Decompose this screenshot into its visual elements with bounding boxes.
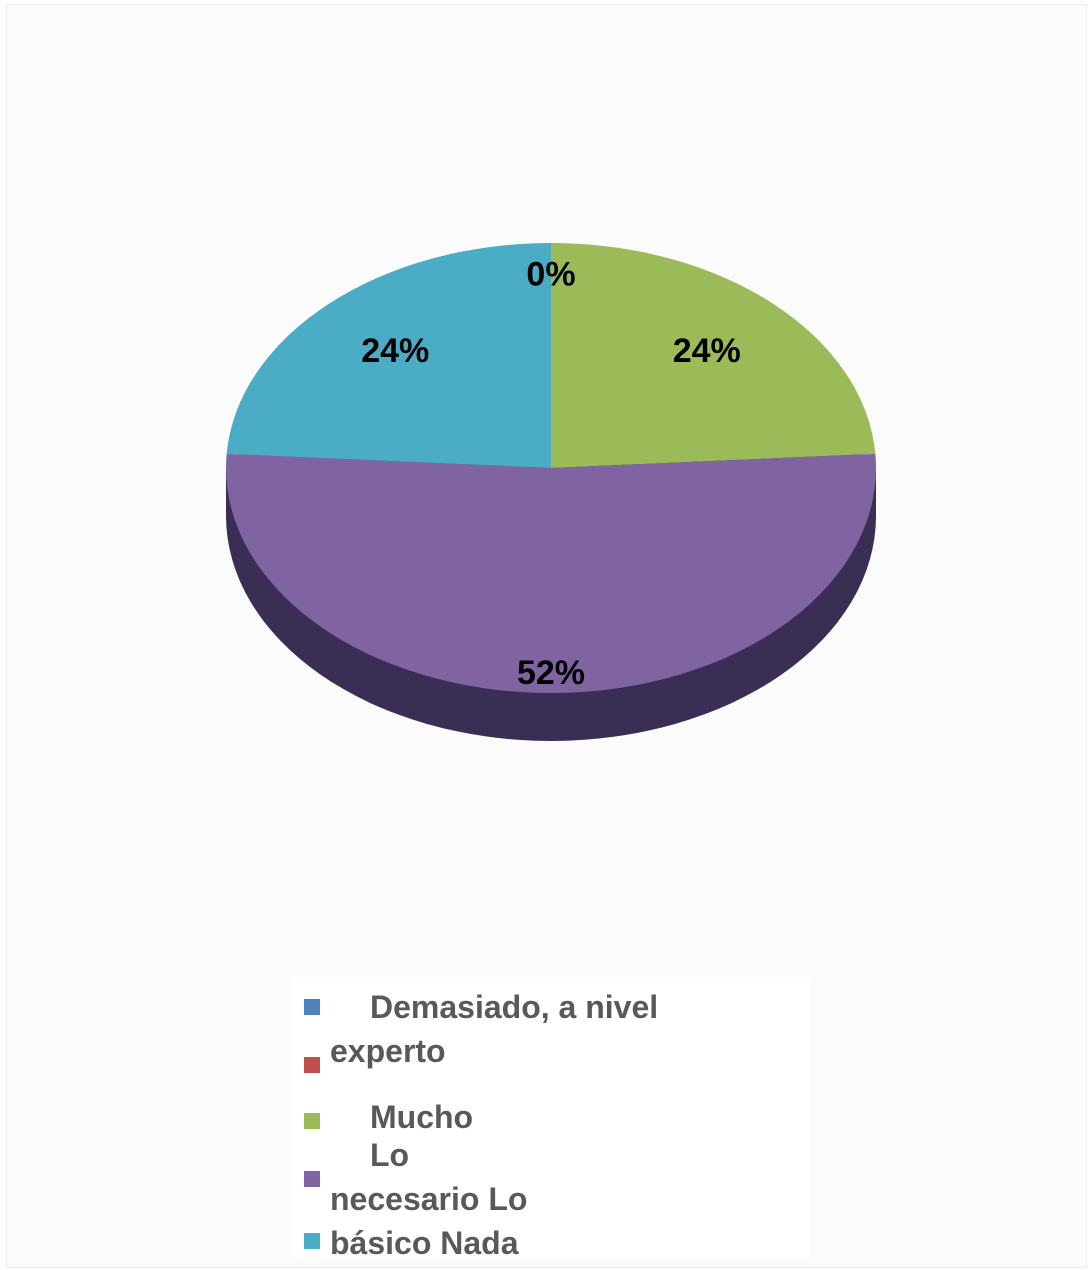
data-label: 24% <box>361 332 429 370</box>
legend-group: Lo necesario Lo básico Nada <box>330 1133 566 1265</box>
legend-key <box>304 1113 320 1129</box>
data-label: 24% <box>673 332 741 370</box>
pie-slice <box>226 243 552 468</box>
legend-label: Nada <box>440 1225 519 1261</box>
legend-label: Lo básico <box>330 1181 528 1261</box>
pie-slice <box>226 453 876 693</box>
data-label: 0% <box>526 256 575 294</box>
legend-key <box>304 1233 320 1249</box>
legend-label: Demasiado, a nivel experto <box>330 989 659 1069</box>
legend: Demasiado, a nivel experto Mucho Lo nece… <box>292 977 810 1261</box>
legend-key <box>304 1057 320 1073</box>
legend-group: Mucho <box>330 1095 670 1139</box>
legend-key <box>304 1171 320 1187</box>
legend-label: Lo necesario <box>330 1137 480 1217</box>
data-label: 52% <box>517 654 585 692</box>
legend-key <box>304 999 320 1015</box>
pie-slice <box>551 243 876 468</box>
chart: 0% 24% 52% 24% <box>226 243 876 741</box>
legend-group: Demasiado, a nivel experto <box>330 985 670 1073</box>
legend-label: Mucho <box>370 1099 474 1135</box>
